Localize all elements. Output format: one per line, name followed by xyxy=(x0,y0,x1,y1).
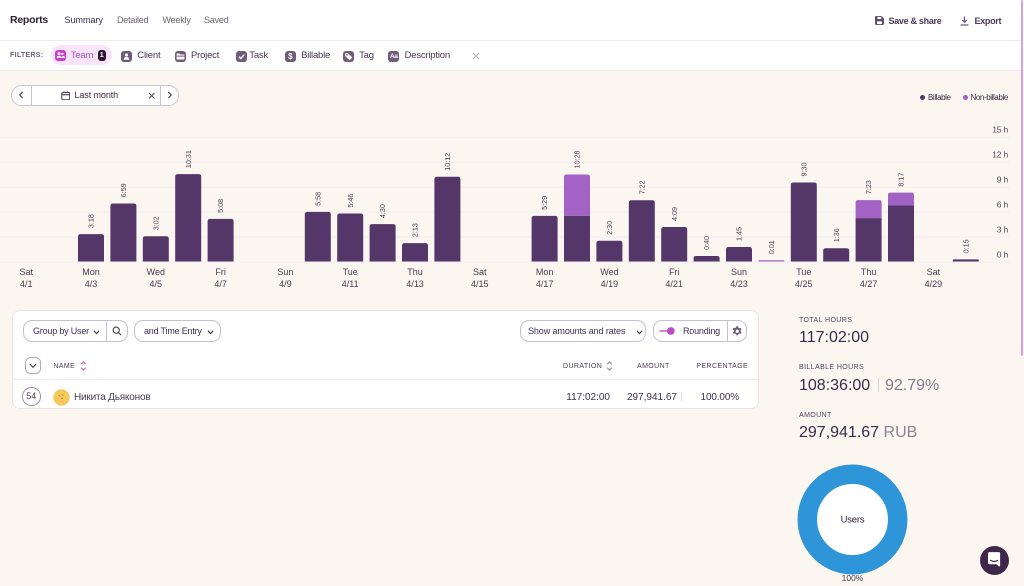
svg-text:Sun: Sun xyxy=(731,267,747,277)
svg-text:5:08: 5:08 xyxy=(216,199,225,213)
svg-text:Tue: Tue xyxy=(343,267,358,277)
svg-text:3:02: 3:02 xyxy=(151,216,160,230)
svg-text:4/5: 4/5 xyxy=(150,279,163,289)
svg-text:Thu: Thu xyxy=(861,267,877,277)
svg-text:5:58: 5:58 xyxy=(313,192,322,206)
svg-text:Wed: Wed xyxy=(147,267,165,277)
svg-text:5:46: 5:46 xyxy=(346,194,355,208)
svg-text:4/27: 4/27 xyxy=(860,279,878,289)
svg-text:0:01: 0:01 xyxy=(767,240,776,254)
svg-text:4/1: 4/1 xyxy=(20,279,33,289)
svg-text:4/25: 4/25 xyxy=(795,279,813,289)
svg-text:9:30: 9:30 xyxy=(799,163,808,177)
svg-text:12 h: 12 h xyxy=(992,150,1008,160)
svg-text:7:23: 7:23 xyxy=(864,180,873,194)
svg-text:0:40: 0:40 xyxy=(702,236,711,250)
svg-text:4:09: 4:09 xyxy=(670,207,679,221)
svg-text:7:22: 7:22 xyxy=(637,180,646,194)
svg-text:4/9: 4/9 xyxy=(279,279,292,289)
svg-text:Sat: Sat xyxy=(927,267,941,277)
svg-text:4/11: 4/11 xyxy=(342,279,359,289)
svg-text:Mon: Mon xyxy=(82,267,100,277)
svg-text:5:29: 5:29 xyxy=(540,196,549,210)
svg-text:Mon: Mon xyxy=(536,267,554,277)
svg-text:Sun: Sun xyxy=(277,267,293,277)
svg-text:0:15: 0:15 xyxy=(961,239,970,253)
svg-text:2:30: 2:30 xyxy=(605,221,614,235)
svg-text:4/15: 4/15 xyxy=(471,279,489,289)
svg-text:8:17: 8:17 xyxy=(897,173,906,187)
svg-text:Users: Users xyxy=(841,514,865,525)
svg-text:4/23: 4/23 xyxy=(730,279,748,289)
svg-text:4/17: 4/17 xyxy=(536,279,554,289)
svg-text:4/19: 4/19 xyxy=(601,279,619,289)
svg-text:1:45: 1:45 xyxy=(735,227,744,241)
svg-text:Wed: Wed xyxy=(600,267,618,277)
svg-text:4/29: 4/29 xyxy=(925,279,943,289)
svg-text:3:18: 3:18 xyxy=(87,214,96,228)
svg-text:Fri: Fri xyxy=(669,267,680,277)
svg-text:10:31: 10:31 xyxy=(184,150,193,168)
svg-text:10:28: 10:28 xyxy=(573,151,582,169)
svg-text:Sat: Sat xyxy=(473,267,487,277)
svg-text:6:59: 6:59 xyxy=(119,183,128,197)
svg-text:9 h: 9 h xyxy=(997,175,1009,185)
svg-text:10:12: 10:12 xyxy=(443,153,452,171)
svg-text:0 h: 0 h xyxy=(997,249,1009,259)
svg-text:4/13: 4/13 xyxy=(406,279,424,289)
svg-text:Thu: Thu xyxy=(407,267,423,277)
svg-text:4/7: 4/7 xyxy=(214,279,227,289)
svg-text:15 h: 15 h xyxy=(992,125,1008,135)
svg-text:2:13: 2:13 xyxy=(411,223,420,237)
svg-text:6 h: 6 h xyxy=(997,199,1009,209)
svg-text:3 h: 3 h xyxy=(997,224,1009,234)
svg-text:4/3: 4/3 xyxy=(85,279,98,289)
svg-text:4/21: 4/21 xyxy=(665,279,683,289)
svg-text:Tue: Tue xyxy=(796,267,811,277)
svg-text:Sat: Sat xyxy=(19,267,33,277)
svg-text:Fri: Fri xyxy=(215,267,226,277)
svg-text:1:36: 1:36 xyxy=(832,228,841,242)
svg-text:4:30: 4:30 xyxy=(378,204,387,218)
